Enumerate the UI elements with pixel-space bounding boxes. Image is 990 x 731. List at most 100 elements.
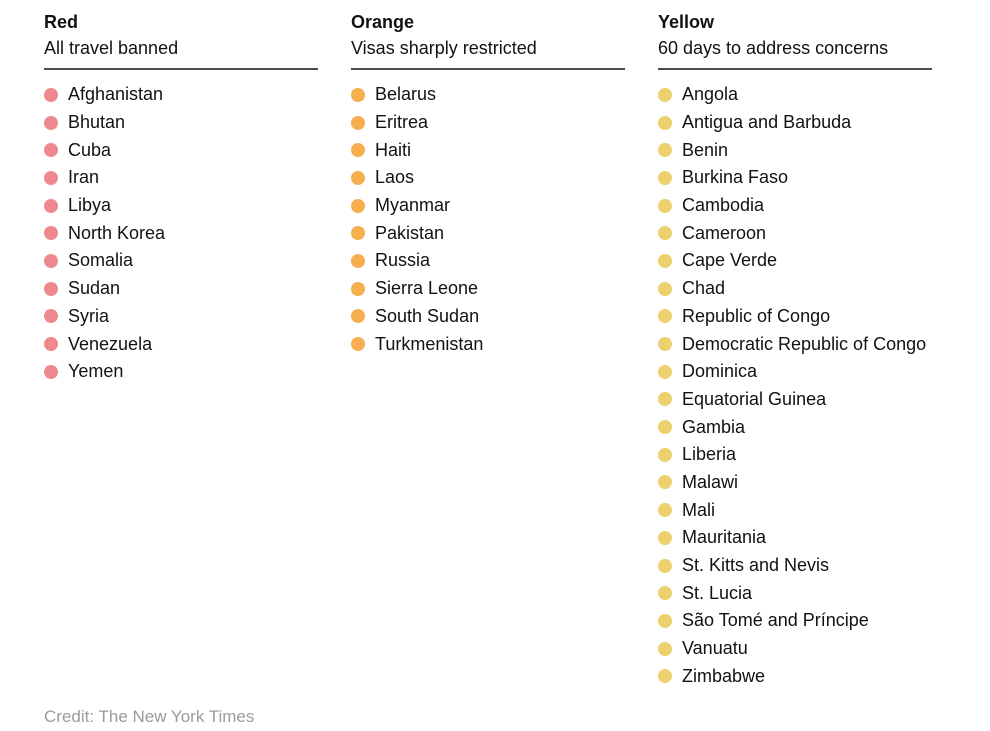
color-dot-icon: [658, 337, 672, 352]
color-dot-icon: [44, 143, 58, 158]
country-item: Malawi: [658, 469, 932, 497]
country-label: Dominica: [682, 361, 758, 382]
country-item: Iran: [44, 164, 318, 192]
country-label: Mauritania: [682, 527, 767, 548]
country-label: Chad: [682, 278, 726, 299]
country-item: Gambia: [658, 413, 932, 441]
country-label: Turkmenistan: [375, 333, 484, 354]
country-label: St. Kitts and Nevis: [682, 555, 830, 576]
color-dot-icon: [658, 115, 672, 130]
color-dot-icon: [658, 170, 672, 185]
category-column-red: Red All travel banned Afghanistan Bhutan Cub…: [44, 9, 318, 690]
country-item: Mauritania: [658, 524, 932, 552]
country-item: Cambodia: [658, 192, 932, 220]
country-label: Sudan: [68, 278, 121, 299]
country-item: Bhutan: [44, 109, 318, 137]
color-dot-icon: [658, 253, 672, 268]
country-label: Eritrea: [375, 112, 429, 133]
category-subtitle: Visas sharply restricted: [351, 38, 537, 58]
country-item: Cape Verde: [658, 247, 932, 275]
country-label: Cape Verde: [682, 250, 778, 271]
country-label: Laos: [375, 167, 415, 188]
color-dot-icon: [351, 198, 365, 213]
color-dot-icon: [658, 87, 672, 102]
country-list: Afghanistan Bhutan Cuba Iran Libya North Kore…: [44, 81, 318, 386]
color-dot-icon: [658, 392, 672, 407]
country-label: Angola: [682, 84, 739, 105]
country-label: Malawi: [682, 471, 739, 492]
country-item: Burkina Faso: [658, 164, 932, 192]
country-item: Benin: [658, 136, 932, 164]
country-item: Zimbabwe: [658, 662, 932, 690]
country-item: Haiti: [351, 136, 625, 164]
credit-line: Credit: The New York Times: [44, 707, 255, 726]
color-dot-icon: [658, 364, 672, 379]
color-dot-icon: [351, 226, 365, 241]
country-item: St. Lucia: [658, 579, 932, 607]
column-divider: [44, 68, 318, 70]
color-dot-icon: [44, 253, 58, 268]
country-label: Zimbabwe: [682, 665, 766, 686]
country-label: Syria: [68, 305, 110, 326]
color-dot-icon: [44, 309, 58, 324]
country-label: Benin: [682, 139, 729, 160]
country-item: Afghanistan: [44, 81, 318, 109]
country-item: North Korea: [44, 219, 318, 247]
country-item: Angola: [658, 81, 932, 109]
country-item: Sierra Leone: [351, 275, 625, 303]
country-label: Antigua and Barbuda: [682, 112, 852, 133]
country-item: Democratic Republic of Congo: [658, 330, 932, 358]
country-label: Yemen: [68, 361, 124, 382]
category-subtitle: 60 days to address concerns: [658, 38, 889, 58]
color-dot-icon: [44, 281, 58, 296]
country-label: South Sudan: [375, 305, 480, 326]
color-dot-icon: [658, 309, 672, 324]
country-list: Angola Antigua and Barbuda Benin Burkina Fa…: [658, 81, 932, 690]
country-label: São Tomé and Príncipe: [682, 610, 869, 631]
country-item: Laos: [351, 164, 625, 192]
country-item: Belarus: [351, 81, 625, 109]
country-label: Liberia: [682, 444, 737, 465]
country-label: North Korea: [68, 222, 166, 243]
country-item: Pakistan: [351, 219, 625, 247]
color-dot-icon: [658, 226, 672, 241]
column-divider: [351, 68, 625, 70]
country-item: Republic of Congo: [658, 303, 932, 331]
country-label: Bhutan: [68, 112, 126, 133]
country-item: South Sudan: [351, 303, 625, 331]
color-dot-icon: [658, 558, 672, 573]
color-dot-icon: [44, 115, 58, 130]
color-dot-icon: [658, 281, 672, 296]
country-item: Dominica: [658, 358, 932, 386]
country-label: Venezuela: [68, 333, 153, 354]
color-dot-icon: [351, 170, 365, 185]
color-dot-icon: [44, 87, 58, 102]
country-label: Cameroon: [682, 222, 767, 243]
color-dot-icon: [44, 198, 58, 213]
color-dot-icon: [658, 447, 672, 462]
country-item: Libya: [44, 192, 318, 220]
color-dot-icon: [44, 226, 58, 241]
country-item: Venezuela: [44, 330, 318, 358]
color-dot-icon: [658, 613, 672, 628]
country-item: Liberia: [658, 441, 932, 469]
country-item: Syria: [44, 303, 318, 331]
country-label: Libya: [68, 195, 112, 216]
category-subtitle: All travel banned: [44, 38, 179, 58]
color-dot-icon: [351, 253, 365, 268]
color-dot-icon: [44, 337, 58, 352]
category-column-orange: Orange Visas sharply restricted Belarus Eri…: [351, 9, 625, 690]
country-item: Yemen: [44, 358, 318, 386]
country-item: Cameroon: [658, 219, 932, 247]
country-item: Antigua and Barbuda: [658, 109, 932, 137]
color-dot-icon: [658, 143, 672, 158]
country-label: Sierra Leone: [375, 278, 479, 299]
color-dot-icon: [44, 170, 58, 185]
color-dot-icon: [351, 143, 365, 158]
country-item: Myanmar: [351, 192, 625, 220]
travel-ban-categories: Red All travel banned Afghanistan Bhutan Cub…: [44, 9, 932, 690]
country-label: Myanmar: [375, 195, 451, 216]
color-dot-icon: [351, 337, 365, 352]
category-title: Yellow: [658, 12, 715, 32]
country-label: Democratic Republic of Congo: [682, 333, 927, 354]
